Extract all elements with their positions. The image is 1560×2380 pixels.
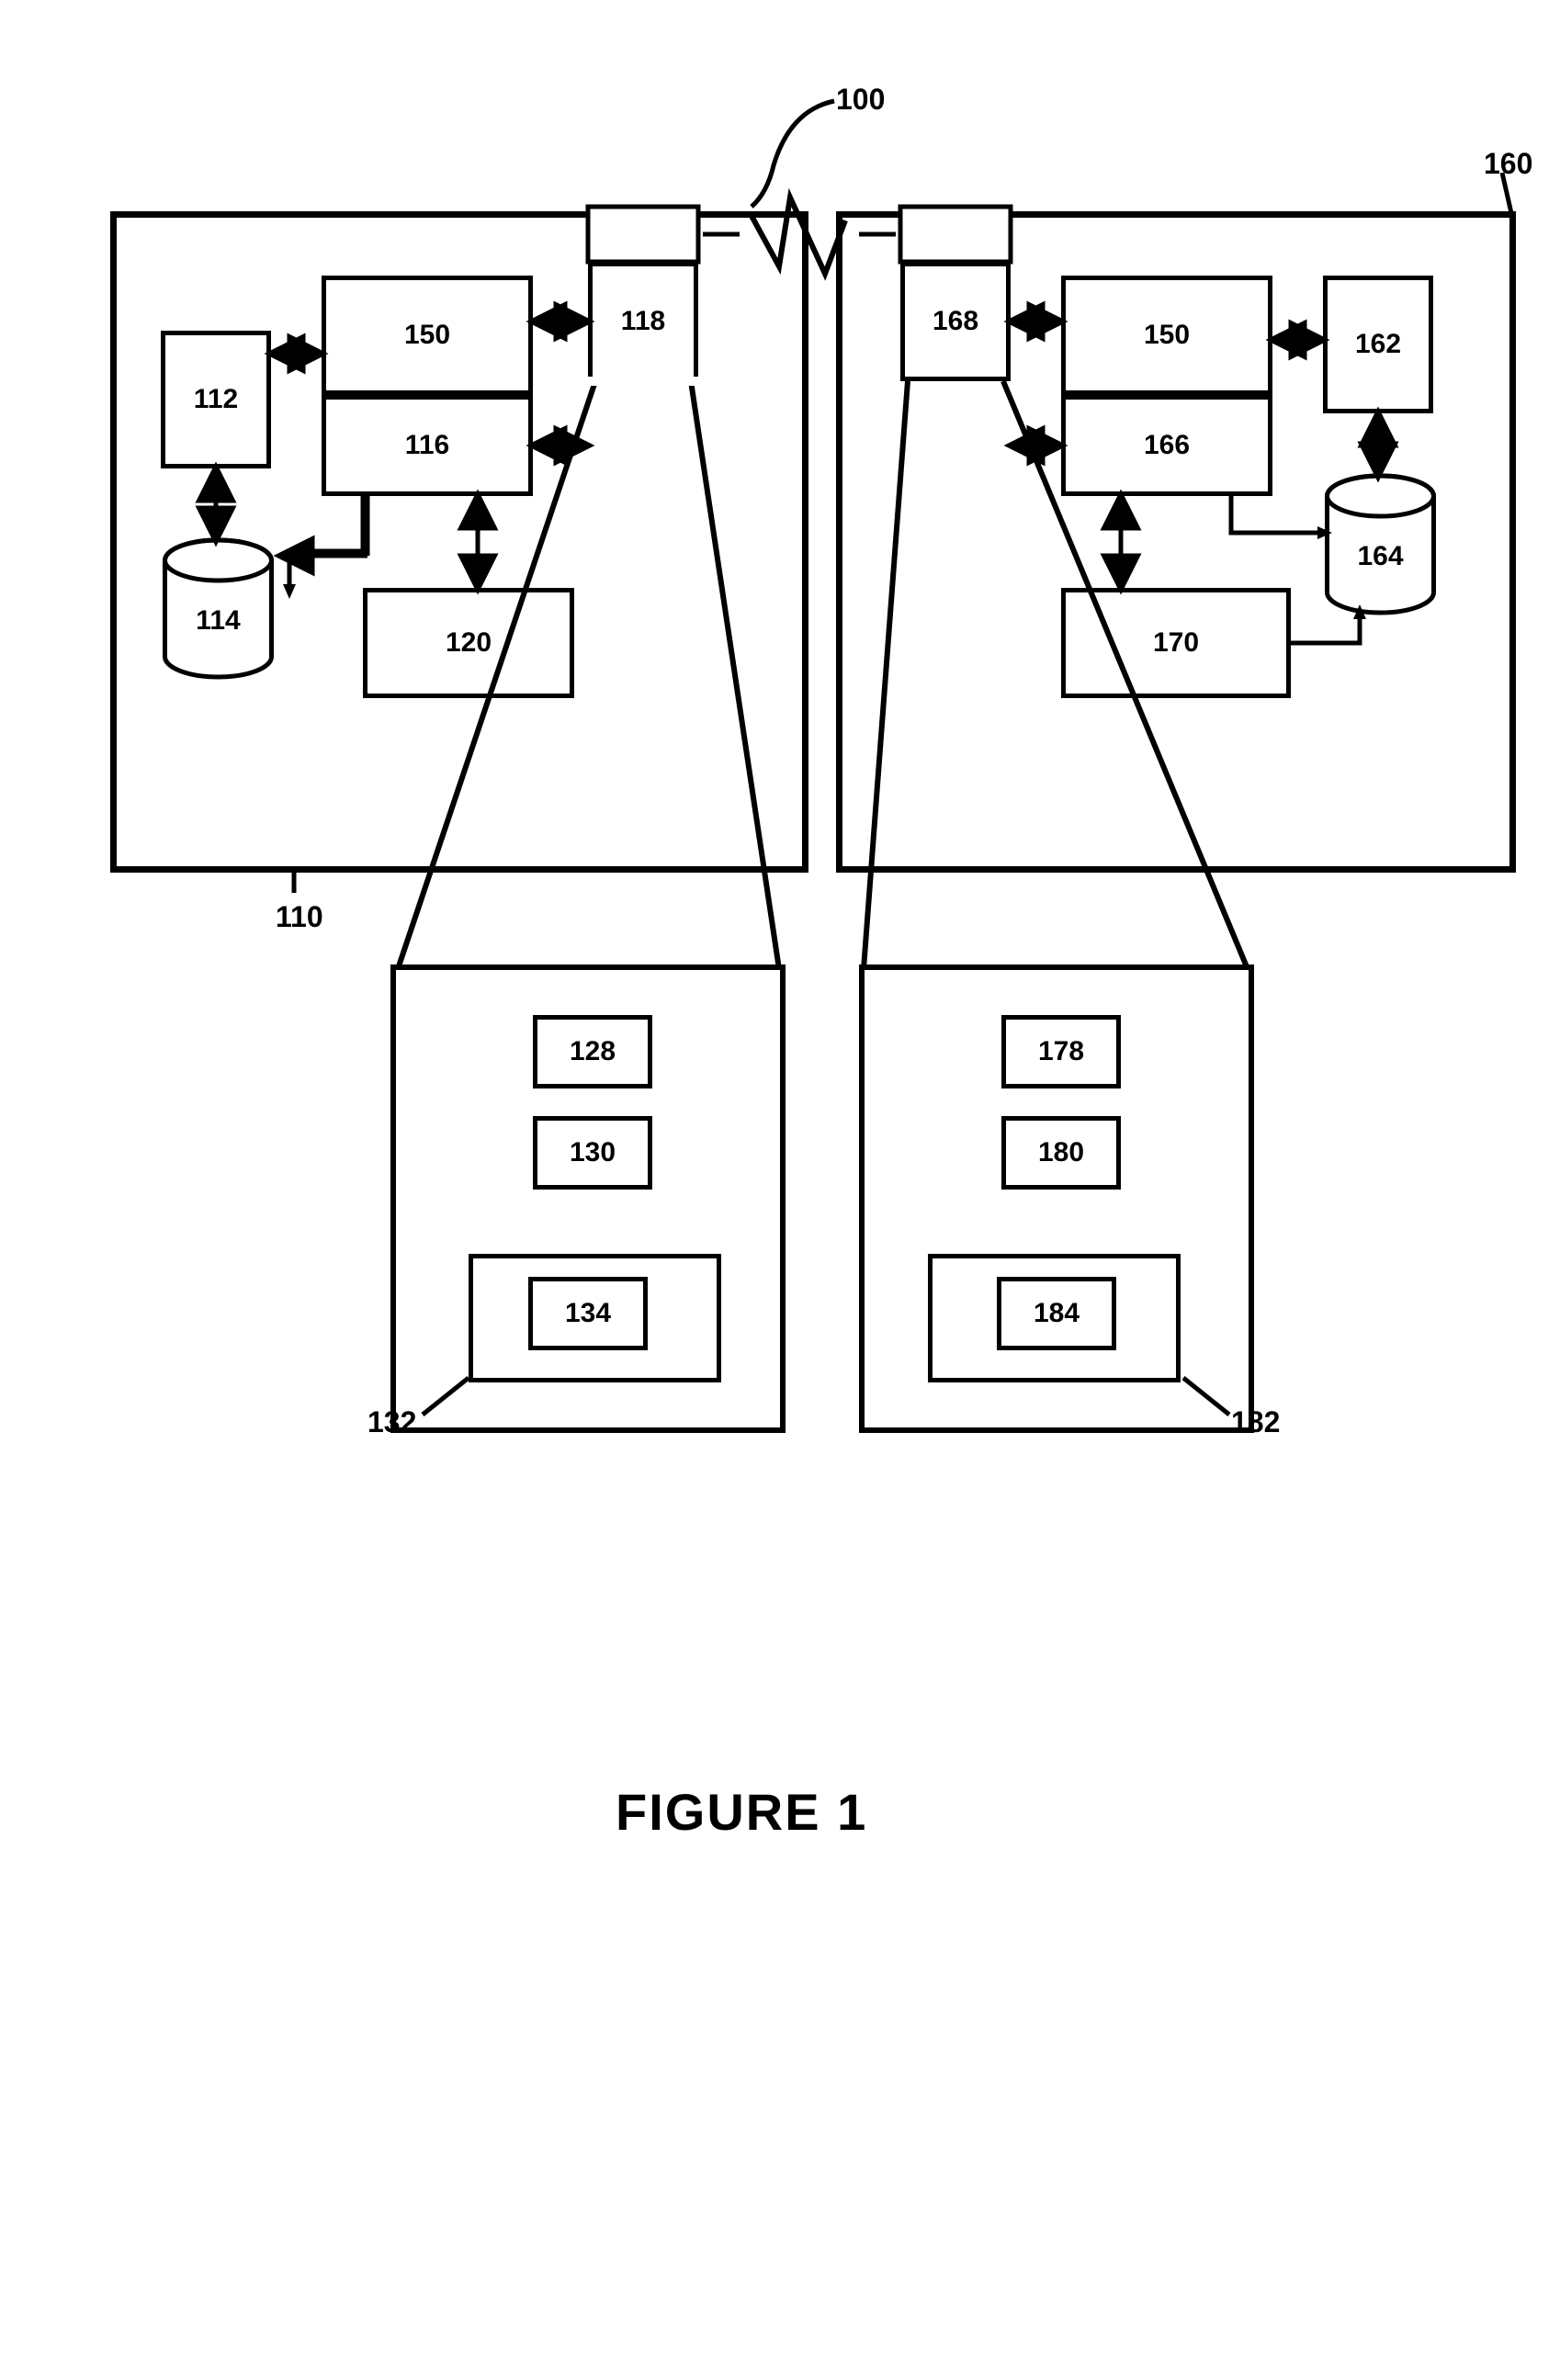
box-130-label: 130	[570, 1137, 616, 1168]
label-160: 160	[1484, 147, 1532, 181]
box-116: 116	[322, 395, 533, 496]
box-120: 120	[363, 588, 574, 698]
diagram-canvas: 100 110 112 150 116 118 120 114 128 130 …	[37, 37, 1523, 2343]
label-132: 132	[367, 1405, 416, 1439]
box-180: 180	[1001, 1116, 1121, 1190]
box-118-label: 118	[621, 306, 665, 337]
box-112: 112	[161, 331, 271, 468]
cylinder-164: 164	[1323, 473, 1438, 615]
box-120-label: 120	[446, 627, 492, 659]
box-162: 162	[1323, 276, 1433, 413]
box-166: 166	[1061, 395, 1272, 496]
box-180-label: 180	[1038, 1137, 1084, 1168]
box-128-label: 128	[570, 1036, 616, 1067]
figure-title: FIGURE 1	[616, 1782, 867, 1842]
box-112-label: 112	[194, 384, 238, 415]
label-100: 100	[836, 83, 885, 117]
label-110: 110	[276, 900, 323, 934]
box-184-label: 184	[1034, 1298, 1080, 1329]
cylinder-114: 114	[161, 537, 276, 680]
box-178-label: 178	[1038, 1036, 1084, 1067]
box-134: 134	[528, 1277, 648, 1350]
label-182: 182	[1231, 1405, 1280, 1439]
box-168-label: 168	[933, 306, 978, 337]
box-150-right: 150	[1061, 276, 1272, 395]
cylinder-114-text: 114	[196, 605, 241, 636]
box-150-left-label: 150	[404, 320, 450, 351]
box-116-label: 116	[405, 430, 449, 461]
box-118: 118	[588, 262, 698, 381]
box-130: 130	[533, 1116, 652, 1190]
box-170-label: 170	[1153, 627, 1199, 659]
box-162-label: 162	[1355, 329, 1401, 360]
box-134-label: 134	[565, 1298, 611, 1329]
box-170: 170	[1061, 588, 1291, 698]
box-178: 178	[1001, 1015, 1121, 1088]
box-128: 128	[533, 1015, 652, 1088]
box-150-left: 150	[322, 276, 533, 395]
box-150-right-label: 150	[1144, 320, 1190, 351]
cylinder-164-text: 164	[1357, 541, 1403, 571]
box-184: 184	[997, 1277, 1116, 1350]
box-168: 168	[900, 262, 1011, 381]
box-166-label: 166	[1144, 430, 1190, 461]
